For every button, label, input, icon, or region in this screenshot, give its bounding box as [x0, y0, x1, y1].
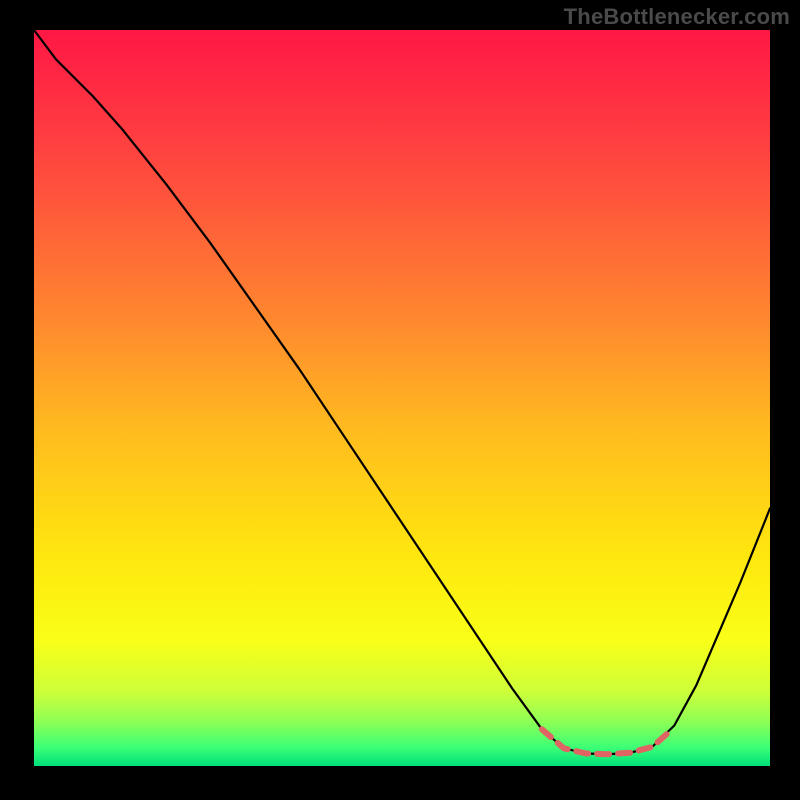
watermark-text: TheBottlenecker.com: [564, 4, 790, 30]
optimal-range-highlight: [542, 729, 671, 754]
plot-area: [34, 30, 770, 766]
figure-root: { "watermark_text": "TheBottlenecker.com…: [0, 0, 800, 800]
bottleneck-curve: [34, 30, 770, 754]
curve-layer: [34, 30, 770, 766]
